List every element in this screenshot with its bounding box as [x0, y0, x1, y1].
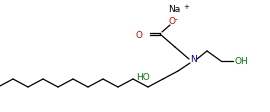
Text: N: N [190, 55, 196, 64]
Text: OH: OH [234, 57, 248, 66]
Text: -: - [175, 15, 178, 24]
Text: O: O [135, 30, 142, 39]
Text: O: O [168, 17, 175, 26]
Text: HO: HO [136, 73, 150, 82]
Text: Na: Na [168, 4, 180, 13]
Text: +: + [183, 4, 189, 10]
